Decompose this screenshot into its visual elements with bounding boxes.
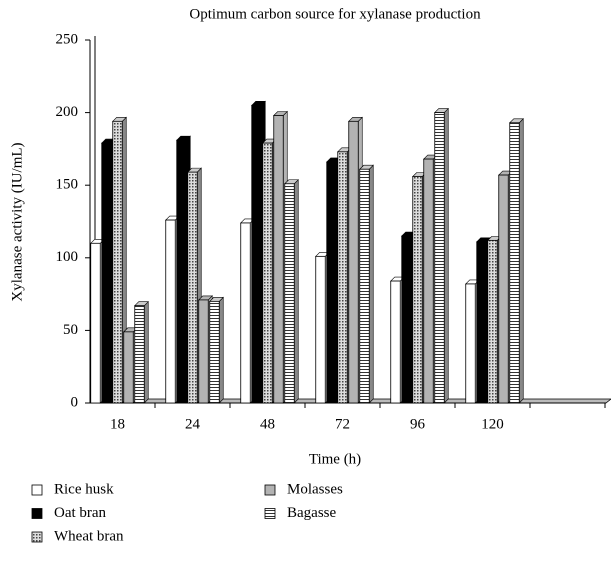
bar — [315, 255, 326, 404]
y-tick-label: 50 — [63, 322, 78, 338]
bar — [337, 151, 348, 404]
bar — [326, 161, 337, 404]
y-axis-title: Xylanase activity (IU/mL) — [9, 142, 25, 301]
legend-swatch — [264, 484, 276, 496]
chart-title: Optimum carbon source for xylanase produ… — [189, 6, 481, 22]
bar — [498, 174, 509, 404]
bar — [112, 120, 123, 404]
bar-side — [518, 118, 524, 404]
bar — [251, 104, 262, 404]
bar — [165, 219, 176, 404]
bar — [262, 142, 273, 404]
bar-side — [368, 164, 374, 404]
bar-side — [293, 179, 299, 404]
bar — [209, 300, 220, 404]
legend: Rice husk Oat bran Wheat bran Molasses Bagas… — [31, 481, 343, 544]
x-tick-label: 72 — [335, 416, 350, 432]
bar — [90, 242, 101, 404]
bar — [101, 142, 112, 404]
y-tick-label: 150 — [56, 177, 79, 193]
legend-swatch — [264, 508, 276, 519]
bars — [90, 100, 524, 404]
x-tick-label: 96 — [410, 416, 426, 432]
legend-swatch — [31, 531, 43, 543]
bar — [123, 331, 134, 404]
bar — [476, 241, 487, 404]
bar — [273, 115, 284, 404]
legend-label: Oat bran — [54, 505, 107, 521]
y-tick-label: 250 — [56, 31, 79, 47]
bar-side — [443, 107, 449, 404]
x-tick-label: 24 — [185, 416, 201, 432]
legend-swatch — [31, 508, 43, 519]
legend-label: Rice husk — [54, 481, 114, 497]
bar — [412, 176, 423, 404]
legend-label: Wheat bran — [54, 528, 124, 544]
y-tick-label: 0 — [71, 394, 79, 410]
x-tick-label: 18 — [110, 416, 125, 432]
x-tick-label: 120 — [481, 416, 504, 432]
bar — [134, 305, 145, 404]
bar-side — [143, 300, 149, 404]
bar — [390, 280, 401, 404]
bar — [176, 139, 187, 404]
bar — [187, 171, 198, 404]
legend-swatch — [31, 484, 43, 496]
bar — [359, 168, 370, 404]
bar-side — [218, 296, 224, 404]
bar — [487, 239, 498, 404]
bar — [509, 122, 520, 404]
bar — [434, 112, 445, 404]
bar — [423, 158, 434, 404]
bar — [348, 120, 359, 404]
bar — [465, 283, 476, 404]
bar — [401, 235, 412, 404]
legend-label: Bagasse — [287, 505, 336, 521]
y-tick-label: 200 — [56, 104, 79, 120]
bar — [198, 299, 209, 404]
y-tick-label: 100 — [56, 249, 79, 265]
legend-label: Molasses — [287, 481, 343, 497]
x-tick-label: 48 — [260, 416, 275, 432]
bar — [284, 183, 295, 404]
bar — [240, 222, 251, 404]
x-axis-title: Time (h) — [309, 451, 361, 467]
